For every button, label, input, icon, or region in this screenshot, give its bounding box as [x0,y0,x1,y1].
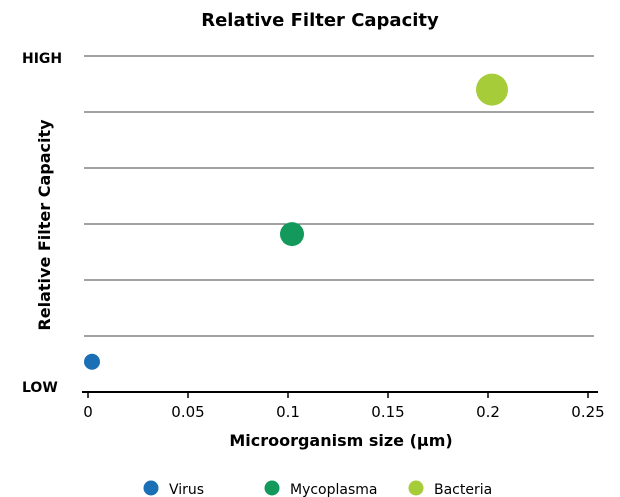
y-axis-title: Relative Filter Capacity [35,119,54,331]
legend-label-virus: Virus [169,482,204,497]
x-tick-label: 0.1 [276,403,300,421]
legend-marker-bacteria [408,480,424,496]
x-tick-label: 0.05 [171,403,204,421]
chart-title: Relative Filter Capacity [201,10,439,31]
x-axis-ticks: 0 0.05 0.1 0.15 0.2 0.25 [83,392,605,421]
data-point-mycoplasma [280,222,304,247]
legend-label-mycoplasma: Mycoplasma [290,482,378,497]
x-tick-label: 0 [83,403,93,421]
data-point-bacteria [476,73,508,106]
data-point-virus [84,353,100,370]
grid-lines [84,55,594,337]
y-low-label: LOW [22,380,58,396]
data-points [84,73,508,370]
legend: Virus Mycoplasma Bacteria [143,480,492,497]
legend-marker-mycoplasma [264,480,280,496]
legend-label-bacteria: Bacteria [434,482,492,497]
x-axis-title: Microorganism size (µm) [229,431,452,450]
y-high-label: HIGH [22,51,62,67]
x-tick-label: 0.15 [371,403,404,421]
legend-marker-virus [143,480,159,496]
x-tick-label: 0.2 [476,403,500,421]
x-tick-label: 0.25 [571,403,604,421]
